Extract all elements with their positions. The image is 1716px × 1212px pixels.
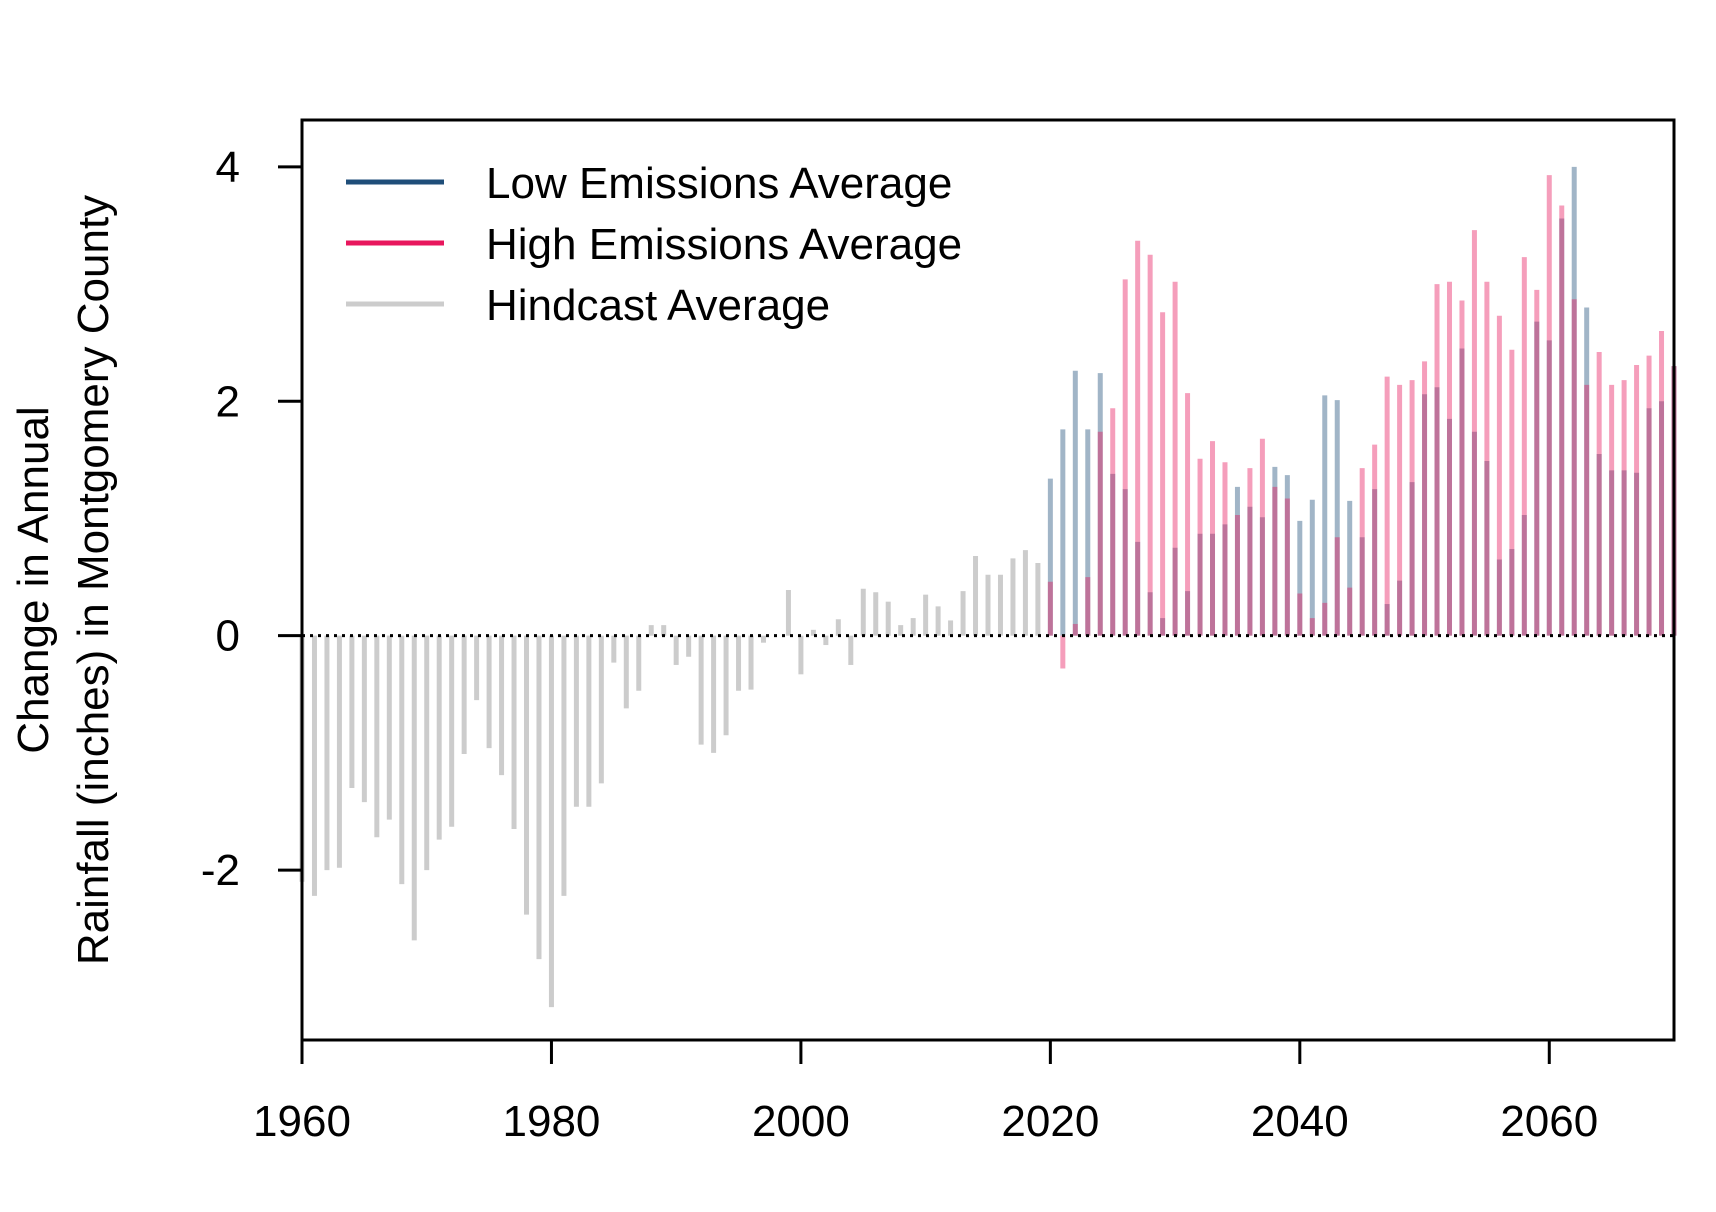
hindcast-bars [299, 550, 1041, 1008]
y-axis: -2 0 2 4 [201, 143, 302, 895]
y-tick-label: 0 [216, 612, 240, 661]
x-tick-label: 2000 [752, 1097, 850, 1146]
legend-label: Low Emissions Average [486, 159, 952, 208]
high-emissions-bars [1047, 175, 1677, 669]
legend-label: High Emissions Average [486, 220, 962, 269]
y-tick-label: -2 [201, 846, 240, 895]
y-tick-label: 2 [216, 377, 240, 426]
y-axis-title-line2: Rainfall (inches) in Montgomery County [69, 195, 118, 965]
y-tick-label: 4 [216, 143, 240, 192]
x-tick-label: 2020 [1001, 1097, 1099, 1146]
x-tick-label: 2060 [1500, 1097, 1598, 1146]
legend-label: Hindcast Average [486, 281, 830, 330]
legend: Low Emissions Average High Emissions Aver… [346, 159, 962, 330]
plot-frame [300, 118, 1676, 1042]
x-tick-label: 1980 [503, 1097, 601, 1146]
x-tick-label: 2040 [1251, 1097, 1349, 1146]
y-axis-title-line1: Change in Annual [9, 406, 58, 753]
x-tick-label: 1960 [253, 1097, 351, 1146]
x-axis: 1960 1980 2000 2020 2040 2060 [253, 1040, 1598, 1146]
